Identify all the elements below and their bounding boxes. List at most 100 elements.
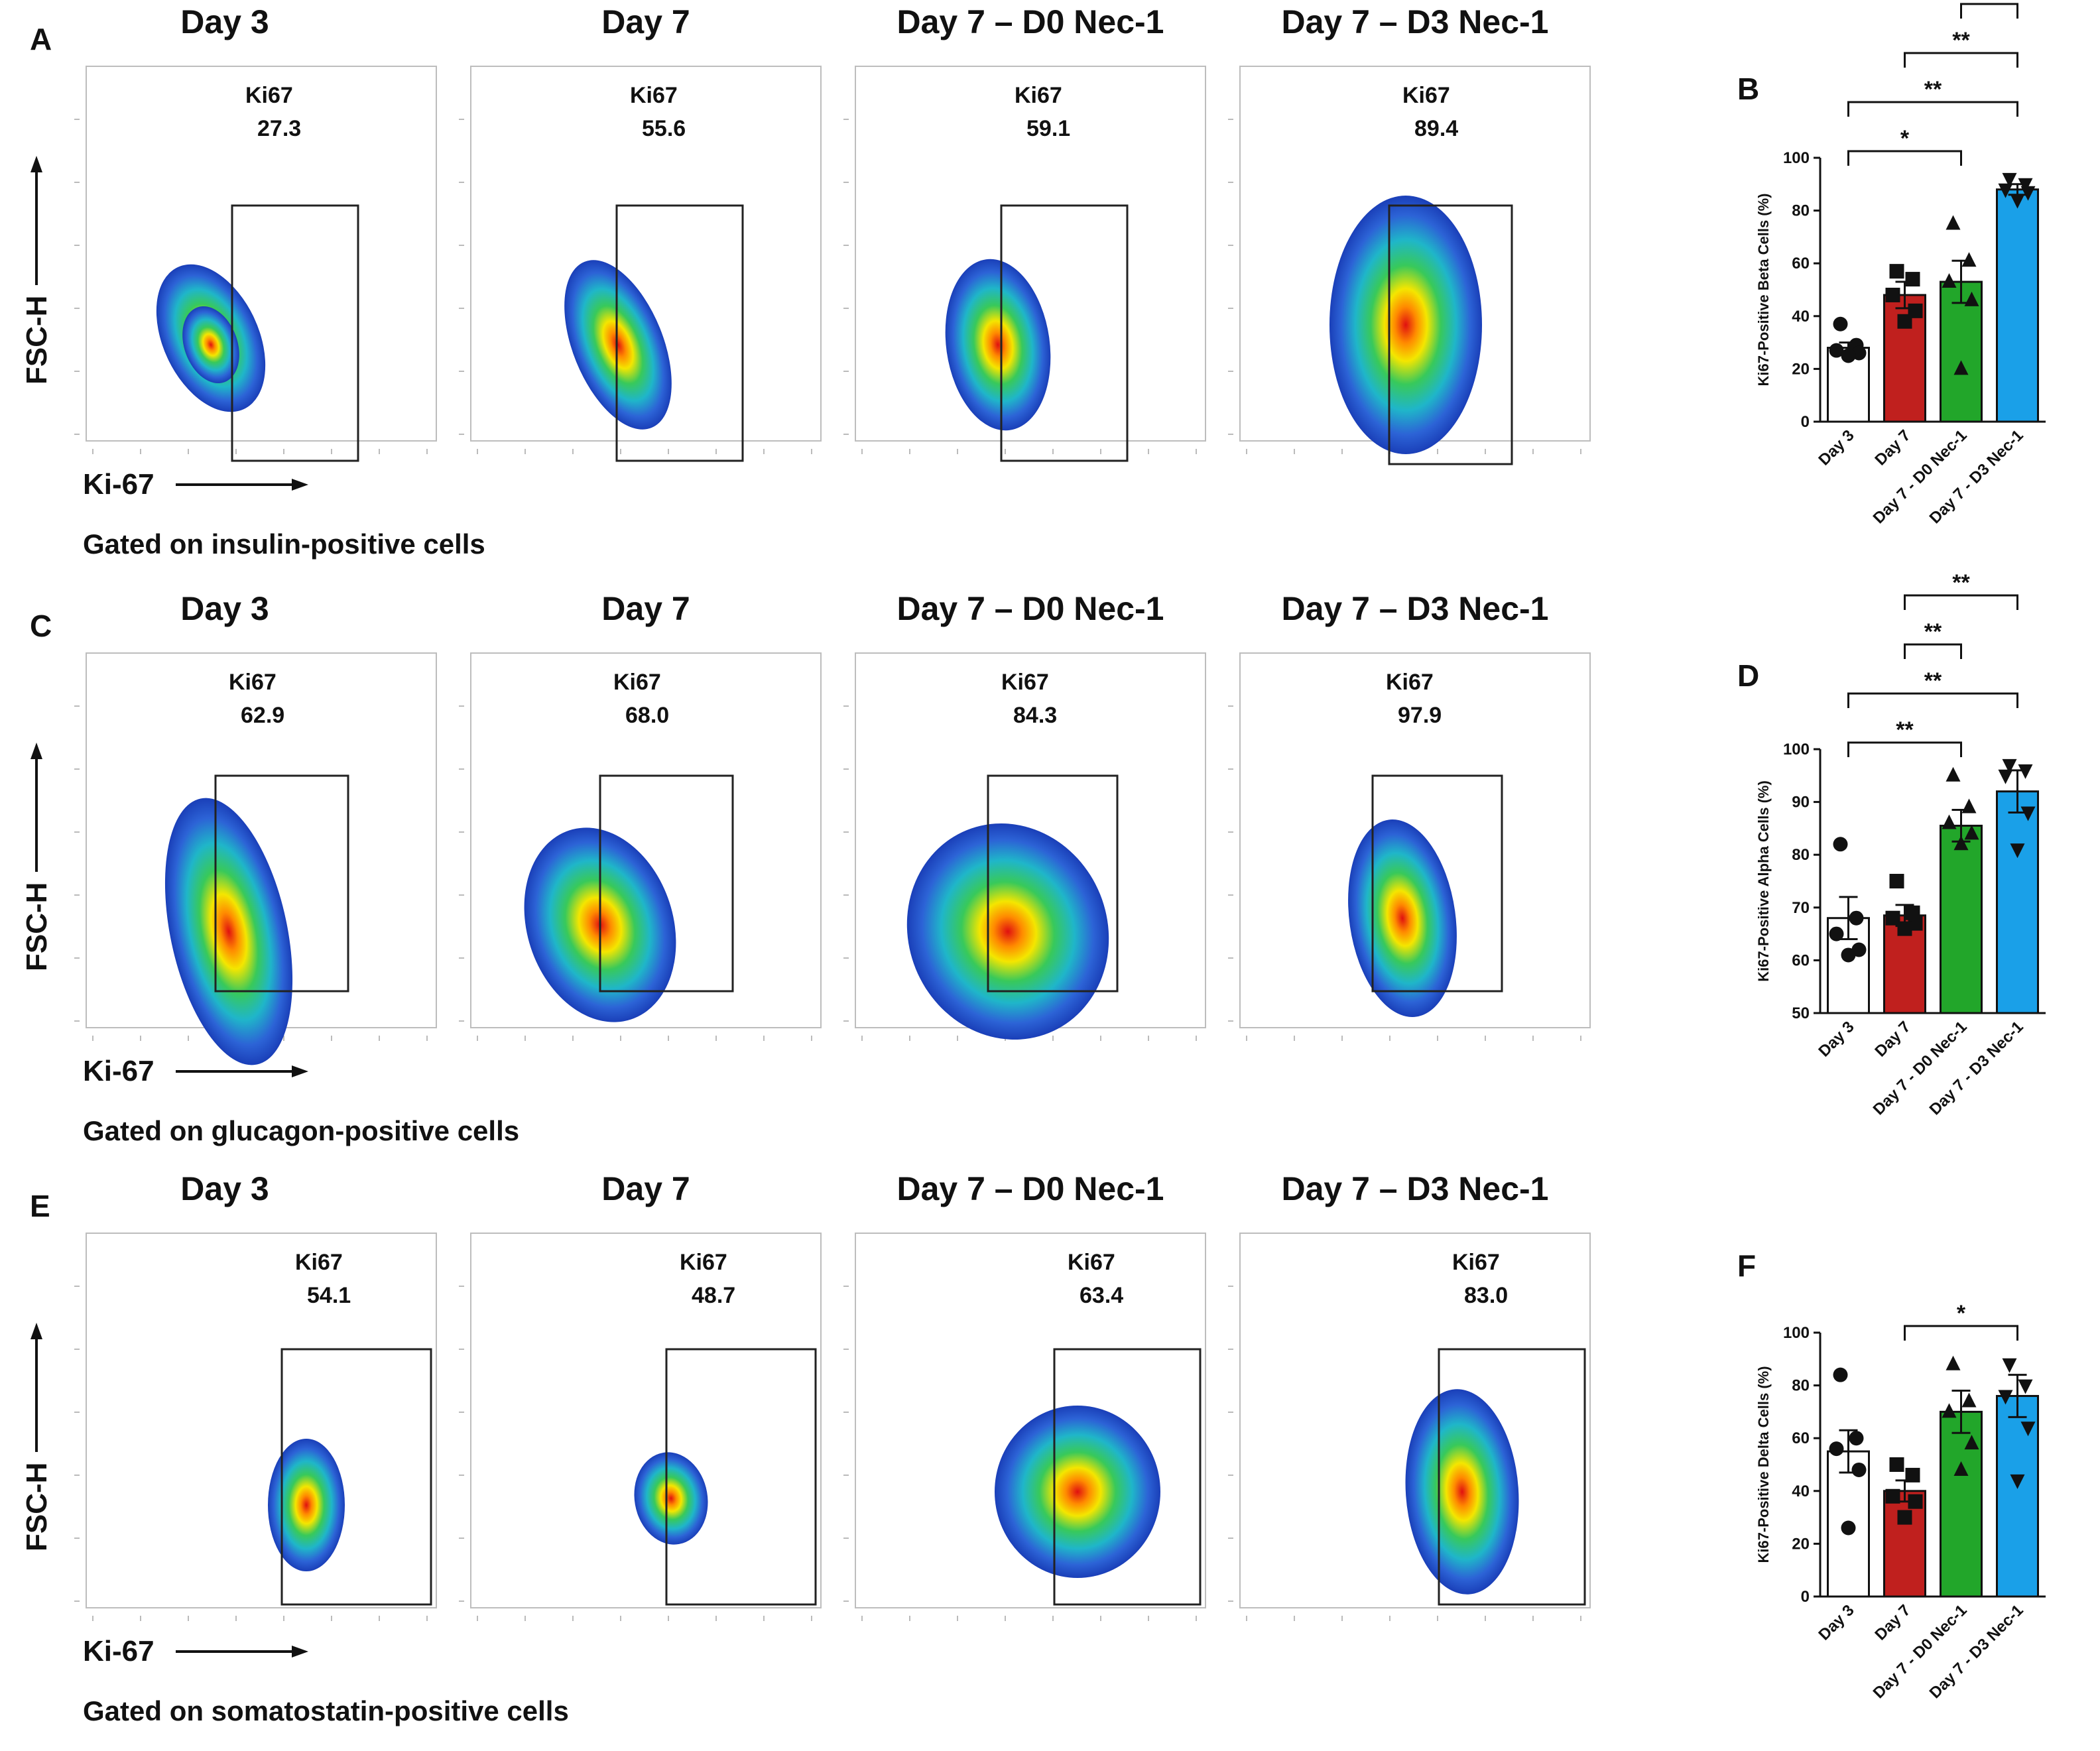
y-tick-label: 70 (1792, 899, 1810, 917)
gating-description: Gated on glucagon-positive cells (83, 1115, 519, 1146)
density-cloud (1329, 196, 1482, 454)
condition-title: Day 3 (180, 590, 269, 627)
data-point (2020, 186, 2036, 201)
y-axis-title: Ki67-Positive Alpha Cells (%) (1755, 780, 1772, 982)
ki67-gate (1371, 774, 1503, 993)
ki67-gate (1000, 204, 1129, 462)
gate-label: Ki67 (1402, 83, 1450, 108)
ki67-gate (280, 1348, 432, 1606)
y-tick-label: 60 (1792, 951, 1810, 969)
flow-row-A: A FSC-H Ki-67 Gated on insulin-positive cel… (21, 3, 1591, 560)
data-point (1829, 343, 1844, 358)
condition-title: Day 7 (601, 3, 690, 40)
bar (1996, 188, 2039, 423)
y-tick-label: 100 (1783, 149, 1810, 167)
data-point (1946, 215, 1961, 230)
ki67-gate (1053, 1348, 1202, 1606)
y-axis-label: FSC-H (21, 296, 53, 385)
data-point (1851, 1462, 1867, 1477)
gate-percentage: 97.9 (1398, 703, 1442, 728)
significance-bracket (1904, 1325, 2018, 1341)
data-point (2010, 843, 2025, 859)
data-point (1841, 947, 1856, 963)
flow-row-C: C FSC-H Ki-67 Gated on glucagon-positive ce… (21, 590, 1591, 1146)
data-point (1961, 798, 1977, 814)
significance-bracket (1847, 101, 2018, 117)
gate-percentage: 62.9 (241, 703, 284, 728)
ki67-gate (665, 1348, 817, 1606)
y-tick-label: 40 (1792, 1482, 1810, 1500)
condition-title: Day 7 – D3 Nec-1 (1281, 1170, 1548, 1207)
y-tick-label: 40 (1792, 308, 1810, 326)
gate-label: Ki67 (1452, 1250, 1500, 1275)
category-label: Day 7 - D0 Nec-1 (1870, 1018, 1971, 1118)
condition-title: Day 7 – D0 Nec-1 (896, 3, 1164, 40)
data-point (1885, 287, 1900, 302)
ki67-gate (1438, 1348, 1586, 1606)
gate-label: Ki67 (229, 670, 277, 695)
condition-title: Day 7 – D3 Nec-1 (1281, 3, 1548, 40)
gate-label: Ki67 (1015, 83, 1062, 108)
flow-plot: Day 3 Ki67 27.3 (74, 3, 437, 462)
y-tick-label: 80 (1792, 846, 1810, 864)
bar (1940, 1410, 1983, 1598)
x-axis-arrow-head (292, 1646, 308, 1658)
significance-bracket (1847, 692, 2018, 708)
panel-letter-A: A (30, 22, 52, 56)
bar-charts: B 0 20 40 60 80 100 Ki67-Positive Beta Cells (%… (1737, 0, 2046, 1702)
y-tick-label: 90 (1792, 794, 1810, 812)
gate-percentage: 84.3 (1013, 703, 1057, 728)
data-point (2002, 172, 2017, 188)
significance-bracket (1960, 3, 2018, 19)
data-point (1889, 874, 1904, 888)
density-cloud (1405, 1389, 1519, 1595)
significance-bracket (1904, 594, 2018, 610)
density-cloud (906, 823, 1109, 1040)
y-tick-label: 80 (1792, 202, 1810, 220)
data-point (1953, 835, 1969, 851)
data-point (1942, 273, 1957, 288)
flow-plot: Day 7 – D0 Nec-1 Ki67 63.4 (843, 1170, 1206, 1621)
significance-label: ** (1896, 717, 1914, 743)
data-point (2018, 764, 2033, 779)
data-point (1961, 252, 1977, 267)
significance-bracket (1847, 150, 1962, 166)
significance-bracket (1847, 741, 1962, 757)
y-tick-label: 60 (1792, 255, 1810, 272)
y-axis-arrow-head (31, 743, 42, 759)
data-point (1829, 926, 1844, 941)
significance-label: ** (1924, 619, 1942, 644)
data-point (2020, 1421, 2036, 1437)
y-tick-label: 0 (1801, 413, 1810, 431)
condition-title: Day 7 (601, 1170, 690, 1207)
gate-label: Ki67 (613, 670, 661, 695)
data-point (1953, 360, 1969, 375)
category-label: Day 3 (1815, 1601, 1857, 1644)
density-cloud (164, 798, 293, 1065)
flow-plot: Day 7 – D3 Nec-1 Ki67 83.0 (1228, 1170, 1591, 1621)
ki67-gate (599, 774, 734, 993)
gate-label: Ki67 (630, 83, 678, 108)
data-point (1829, 1441, 1844, 1457)
flow-plot: Day 7 – D3 Nec-1 Ki67 97.9 (1228, 590, 1591, 1041)
data-point (1998, 769, 2013, 784)
category-label: Day 7 (1871, 426, 1914, 469)
x-axis-label: Ki-67 (83, 1055, 154, 1087)
y-axis-label: FSC-H (21, 882, 53, 971)
panel-letter-B: B (1737, 72, 1759, 106)
ki67-gate (231, 204, 359, 462)
gate-label: Ki67 (1068, 1250, 1115, 1275)
data-point (1897, 1510, 1912, 1525)
data-point (1942, 1403, 1957, 1418)
significance-bracket (1904, 643, 1962, 659)
significance-label: ** (1952, 570, 1970, 595)
flow-plot: Day 7 Ki67 55.6 (459, 3, 822, 462)
data-point (1885, 1488, 1900, 1504)
data-point (1841, 1520, 1856, 1536)
significance-bracket (1904, 52, 2018, 68)
significance-label: ** (1952, 28, 1970, 53)
panel-letter-E: E (30, 1189, 50, 1223)
data-point (2018, 1379, 2033, 1394)
y-axis-title: Ki67-Positive Beta Cells (%) (1755, 194, 1772, 387)
data-point (1946, 1355, 1961, 1370)
